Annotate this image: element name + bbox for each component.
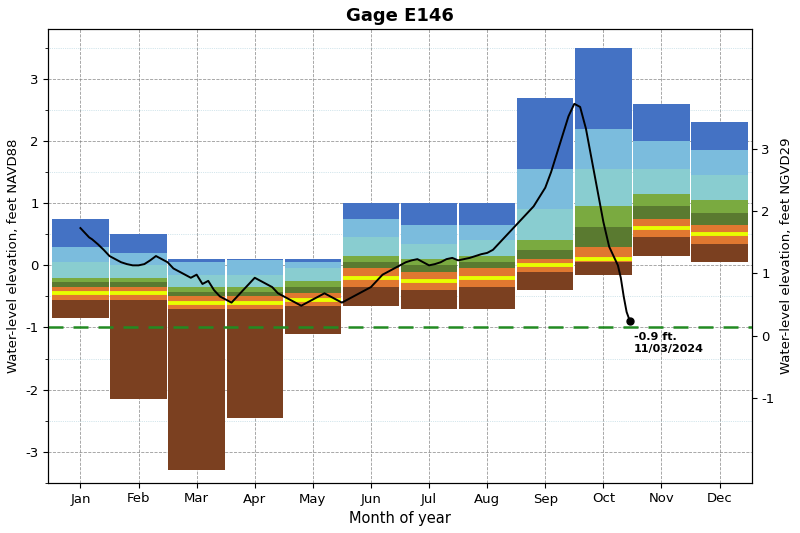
Bar xyxy=(691,175,748,200)
Bar xyxy=(691,244,748,262)
Bar xyxy=(285,306,341,334)
Bar xyxy=(342,237,399,256)
Bar xyxy=(169,287,225,292)
Bar xyxy=(342,262,399,269)
Y-axis label: Water-level elevation, feet NGVD29: Water-level elevation, feet NGVD29 xyxy=(780,138,793,374)
Bar xyxy=(285,287,341,293)
Bar xyxy=(575,48,631,128)
Bar xyxy=(52,262,109,278)
Bar xyxy=(691,213,748,225)
Bar xyxy=(226,292,283,296)
Bar xyxy=(691,200,748,213)
Bar xyxy=(110,235,166,253)
Y-axis label: Water-level elevation, feet NAVD88: Water-level elevation, feet NAVD88 xyxy=(7,139,20,373)
Bar xyxy=(169,309,225,470)
Bar xyxy=(459,240,515,256)
Bar xyxy=(517,271,574,290)
Bar xyxy=(342,219,399,237)
Bar xyxy=(459,262,515,269)
Bar xyxy=(52,278,109,282)
Title: Gage E146: Gage E146 xyxy=(346,7,454,25)
Bar xyxy=(691,150,748,175)
Bar xyxy=(634,219,690,237)
Text: -0.9 ft.
11/03/2024: -0.9 ft. 11/03/2024 xyxy=(634,333,704,354)
Bar xyxy=(285,259,341,262)
Bar xyxy=(575,128,631,169)
Bar xyxy=(169,259,225,262)
Bar xyxy=(110,265,166,278)
Bar xyxy=(459,256,515,262)
Bar xyxy=(517,169,574,209)
Bar xyxy=(226,261,283,274)
Bar xyxy=(401,265,458,271)
Bar xyxy=(459,225,515,240)
Bar xyxy=(459,287,515,309)
Bar xyxy=(634,104,690,141)
Bar xyxy=(634,237,690,256)
Bar xyxy=(285,262,341,269)
Bar xyxy=(575,227,631,247)
Bar xyxy=(110,287,166,300)
Bar xyxy=(401,225,458,244)
Bar xyxy=(517,240,574,250)
Bar xyxy=(517,209,574,240)
Bar xyxy=(169,296,225,309)
Bar xyxy=(342,256,399,262)
Bar xyxy=(52,219,109,247)
Bar xyxy=(459,269,515,287)
Bar xyxy=(226,274,283,287)
Bar xyxy=(401,244,458,259)
Bar xyxy=(285,281,341,287)
Bar xyxy=(634,141,690,169)
Bar xyxy=(226,259,283,261)
Bar xyxy=(459,203,515,225)
Bar xyxy=(517,259,574,271)
Bar xyxy=(401,259,458,265)
Bar xyxy=(634,206,690,219)
Bar xyxy=(110,282,166,287)
Bar xyxy=(226,287,283,292)
Bar xyxy=(517,98,574,169)
Bar xyxy=(634,194,690,206)
Bar xyxy=(401,271,458,290)
Bar xyxy=(691,123,748,150)
Bar xyxy=(691,225,748,244)
Bar xyxy=(575,247,631,262)
Bar xyxy=(226,309,283,417)
Bar xyxy=(401,290,458,309)
Bar xyxy=(52,282,109,287)
Bar xyxy=(342,287,399,306)
Bar xyxy=(634,169,690,194)
Bar xyxy=(52,300,109,318)
Bar xyxy=(169,262,225,274)
Bar xyxy=(342,203,399,219)
X-axis label: Month of year: Month of year xyxy=(349,511,451,526)
Bar xyxy=(110,278,166,282)
Bar xyxy=(110,300,166,399)
Bar xyxy=(110,253,166,265)
Bar xyxy=(342,269,399,287)
Bar xyxy=(575,262,631,274)
Bar xyxy=(575,169,631,206)
Bar xyxy=(52,247,109,262)
Bar xyxy=(401,203,458,225)
Bar xyxy=(575,206,631,227)
Bar xyxy=(226,296,283,309)
Bar xyxy=(517,250,574,259)
Bar xyxy=(285,293,341,306)
Bar xyxy=(169,274,225,287)
Bar xyxy=(52,287,109,300)
Bar xyxy=(169,292,225,296)
Bar xyxy=(285,269,341,281)
